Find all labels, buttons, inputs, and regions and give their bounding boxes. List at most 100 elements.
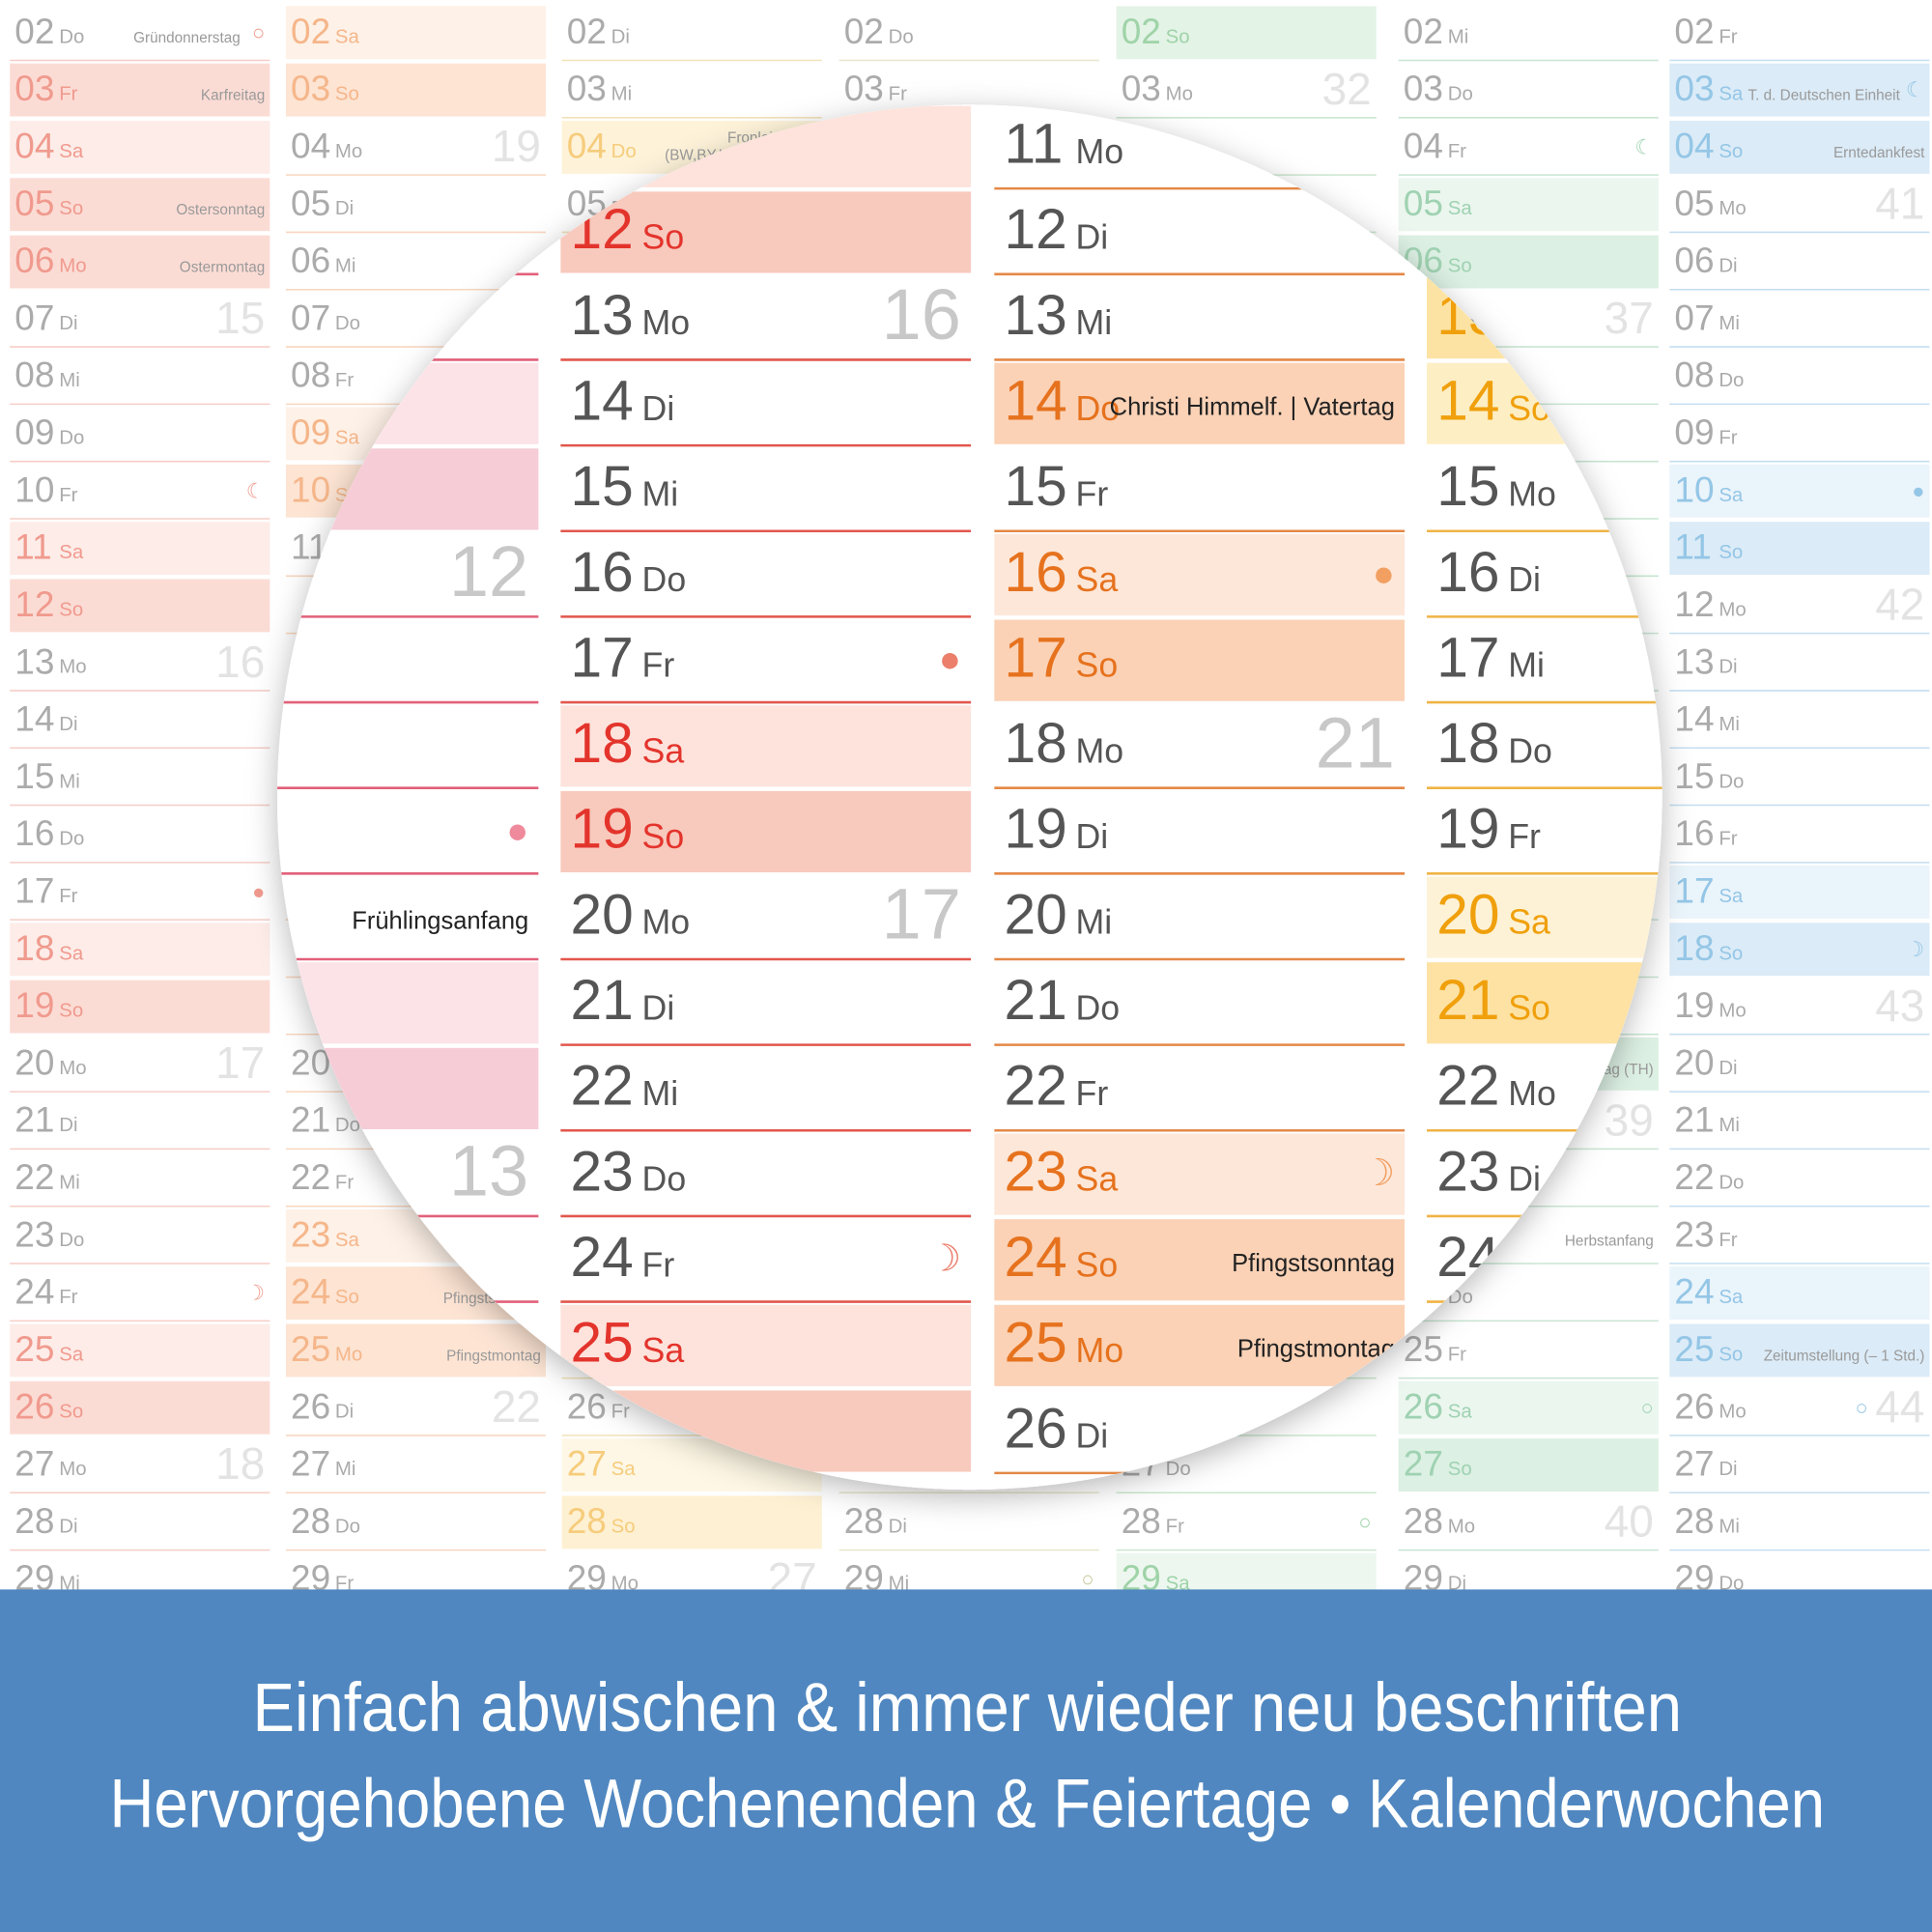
weekday: Mi [335,256,356,277]
weekday: Do [1448,84,1473,105]
weekday: Mo [59,657,86,678]
calendar-week: 21 [1316,702,1395,782]
day-number: 25 [14,1329,54,1369]
weekday: Sa [642,1331,685,1370]
weekend-shading [994,1219,1406,1301]
day-number: 02 [567,12,607,51]
weekday: Do [1719,1574,1744,1595]
weekday: Mi [1448,26,1469,47]
weekday: Mi [59,1173,80,1194]
weekday: So [1076,1245,1119,1284]
weekday: Di [335,1402,354,1423]
day-number: 06 [1674,241,1714,280]
weekday: So [1166,26,1190,47]
day-number: 15 [1436,455,1499,518]
weekday: Fr [1719,427,1737,448]
day-number: 17 [1436,626,1499,689]
holiday-note: Ostermontag [180,259,265,275]
moon-phase: ○ [1641,1395,1654,1419]
holiday-note: Gründonnerstag [133,30,241,46]
moon-phase: ☽ [1362,1152,1395,1194]
weekday: So [1448,1459,1472,1480]
weekday: Do [1166,1459,1191,1480]
moon-phase: ● [1373,553,1395,594]
weekday: So [1719,542,1743,563]
weekday: Mo [1719,599,1746,620]
weekday: So [59,1402,83,1423]
day-number: 05 [14,184,54,223]
day-number: 14 [1674,699,1714,739]
weekday: Mi [1719,1516,1740,1537]
weekday: Fr [59,886,77,907]
day-number: 26 [14,1386,54,1426]
day-number: 09 [14,412,54,452]
weekday: Fr [1076,1074,1109,1113]
weekday: Mo [642,303,691,342]
moon-phase: ○ [1082,1567,1094,1591]
weekday: Fr [642,1245,675,1284]
weekday: Mo [335,1344,362,1365]
weekend-shading [560,191,972,273]
weekday: Do [335,1516,360,1537]
weekend-shading [10,980,270,1034]
weekday: Fr [335,1173,354,1194]
weekday: Fr [1719,1230,1737,1251]
weekday: Sa [1166,1574,1191,1595]
weekday: Fr [1719,829,1737,850]
calendar-week: 44 [1875,1381,1924,1432]
day-number: 04 [1404,126,1443,165]
weekday: So [59,599,83,620]
weekend-shading [10,522,270,576]
day-number: 16 [1674,813,1714,853]
weekday: Fr [1166,1516,1184,1537]
weekday: Do [1508,731,1552,770]
calendar-week: 17 [215,1037,265,1088]
holiday-note: Ostersonntag [176,202,265,218]
moon-phase: ● [252,879,265,903]
day-number: 03 [567,69,607,108]
weekend-shading [10,1323,270,1378]
day-number: 03 [14,69,54,108]
day-number: 04 [14,126,54,165]
weekend-shading [561,1495,822,1549]
day-number: 02 [291,12,330,51]
day-number: 08 [14,355,54,395]
day-number: 13 [1674,641,1714,681]
weekend-shading [10,579,270,633]
weekend-shading [285,6,547,60]
holiday-note: Erntedankfest [1833,145,1925,161]
day-number: 27 [567,1444,607,1484]
weekday: Do [642,560,687,599]
day-number: 08 [1674,355,1714,395]
day-number: 20 [1674,1042,1714,1082]
weekday: Mo [1508,1074,1556,1113]
day-number: 15 [14,756,54,796]
calendar-week: 41 [1875,178,1924,228]
weekday: Mi [642,474,679,513]
day-number: 15 [571,455,634,518]
day-number: 15 [1674,756,1714,796]
weekday: Sa [1076,1160,1119,1199]
weekend-shading [1398,178,1659,232]
weekday: Mo [611,1574,639,1595]
moon-phase: ● [939,639,961,680]
day-number: 02 [14,12,54,51]
day-number: 13 [1005,284,1067,347]
day-number: 17 [1005,626,1067,689]
day-number: 17 [1674,871,1714,911]
weekday: So [335,1287,359,1308]
day-number: 28 [1122,1501,1161,1541]
weekend-shading [994,533,1406,616]
day-number: 07 [14,298,54,337]
day-number: 23 [571,1140,634,1203]
calendar-week: 12 [449,531,528,611]
calendar-week: 17 [882,874,961,954]
weekday: Fr [1719,26,1737,47]
calendar-week: 22 [492,1381,541,1432]
weekday: So [1076,646,1119,685]
weekday: Di [1508,1160,1541,1199]
weekend-shading [1669,522,1930,576]
day-number: 27 [1674,1444,1714,1484]
